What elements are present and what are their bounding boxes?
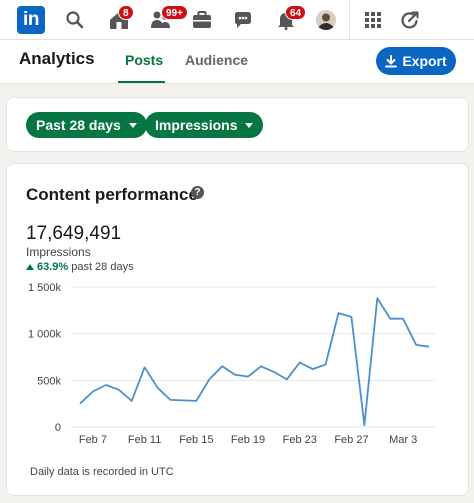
impressions-series-line [79,297,430,426]
messaging-icon[interactable] [230,7,256,33]
tab-posts[interactable]: Posts [125,52,164,68]
metric-label: Impressions [155,117,238,133]
y-tick-label: 500k [37,375,61,387]
active-tab-indicator [118,81,165,83]
x-tick-label: Feb 23 [283,434,317,446]
change-period: past 28 days [71,261,134,273]
export-button[interactable]: Export [376,47,456,75]
card-title: Content performance [26,185,198,204]
x-tick-label: Feb 27 [334,434,368,446]
change-indicator: 63.9% past 28 days [26,261,134,273]
home-badge: 8 [118,5,134,20]
home-icon[interactable]: 8 [106,5,134,33]
x-tick-label: Mar 3 [389,434,417,446]
network-badge: 99+ [161,5,188,20]
advertise-icon[interactable] [397,7,423,33]
notifications-badge: 64 [285,5,307,20]
x-tick-label: Feb 11 [128,434,161,446]
top-nav: in 8 99+ 64 [0,0,474,40]
y-tick-label: 1 500k [28,282,62,294]
chevron-down-icon [245,122,254,128]
nav-divider [349,0,350,40]
jobs-briefcase-icon[interactable] [189,7,215,33]
utc-footnote: Daily data is recorded in UTC [30,466,174,478]
analytics-header: Analytics Posts Audience Export [0,40,474,84]
impressions-line-chart: 0 500k 1 000k 1 500k Feb 7 Feb 11 Feb 15 Feb 19… [28,282,435,446]
notifications-bell-icon[interactable]: 64 [273,5,307,33]
change-percent: 63.9% [37,261,69,273]
my-network-icon[interactable]: 99+ [148,5,188,33]
metric-dropdown[interactable]: Impressions [145,112,264,138]
linkedin-logo[interactable]: in [17,6,45,34]
x-tick-label: Feb 7 [79,434,107,446]
search-icon[interactable] [62,7,88,33]
x-tick-label: Feb 15 [179,434,213,446]
profile-avatar[interactable] [313,7,339,33]
trend-up-icon [26,264,34,270]
period-label: Past 28 days [36,117,121,133]
y-tick-label: 1 000k [28,329,62,341]
filter-card: Past 28 days Impressions [6,97,469,152]
help-icon[interactable]: ? [191,186,204,199]
apps-grid-icon[interactable] [360,7,386,33]
x-tick-label: Feb 19 [231,434,265,446]
tab-audience[interactable]: Audience [185,52,249,68]
page-title: Analytics [19,49,95,68]
export-label: Export [402,53,447,69]
chevron-down-icon [128,122,137,128]
content-performance-card: Content performance ? 17,649,491 Impress… [6,163,469,496]
download-icon [385,54,398,67]
y-tick-label: 0 [55,422,61,434]
impressions-total: 17,649,491 [26,223,122,244]
period-dropdown[interactable]: Past 28 days [26,112,147,138]
impressions-label: Impressions [26,245,91,259]
